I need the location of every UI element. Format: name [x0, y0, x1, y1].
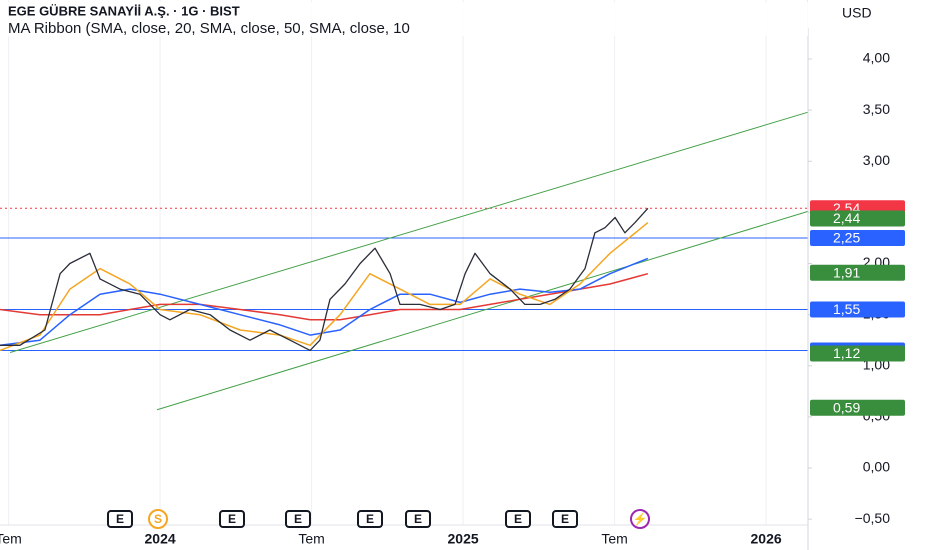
- series-line: [0, 222, 649, 352]
- event-label: E: [366, 512, 374, 526]
- x-tick-label: Tem: [298, 531, 324, 547]
- price-badge: [810, 345, 905, 362]
- event-icon: [285, 510, 311, 528]
- y-tick-label: −0,50: [855, 510, 891, 526]
- price-badge-label: 0,59: [833, 399, 860, 415]
- y-tick-label: 4,00: [863, 50, 890, 66]
- price-badge-label: 1,91: [833, 264, 860, 280]
- event-icon: [148, 509, 168, 529]
- event-icon: [505, 510, 531, 528]
- price-badge-label: 2,25: [833, 230, 860, 246]
- event-icon: [630, 509, 650, 529]
- y-tick-label: 3,00: [863, 152, 890, 168]
- event-icon: [552, 510, 578, 528]
- series-line: [0, 257, 649, 347]
- event-icon: [357, 510, 383, 528]
- x-tick-label: 2024: [145, 531, 176, 547]
- currency-bg: [808, 0, 932, 28]
- axes: Tem2024Tem2025Tem2026−0,500,000,501,001,…: [0, 50, 905, 547]
- plot: [0, 111, 809, 411]
- price-badge-label: 1,55: [833, 301, 860, 317]
- series-line: [0, 272, 649, 321]
- chart-title: EGE GÜBRE SANAYİİ A.Ş. · 1G · BIST: [8, 3, 240, 18]
- trend-line: [9, 111, 809, 353]
- event-label: E: [561, 512, 569, 526]
- currency[interactable]: USD: [842, 5, 872, 21]
- event-icon: [405, 510, 431, 528]
- price-badge-label: 2,44: [833, 210, 860, 226]
- x-tick-label: Tem: [601, 531, 627, 547]
- legend-bg: [0, 2, 808, 36]
- y-tick-label: 3,50: [863, 101, 890, 117]
- price-badge-label: 1,12: [833, 345, 860, 361]
- price-badge: [810, 229, 905, 246]
- price-badge: [810, 264, 905, 281]
- event-label: E: [514, 512, 522, 526]
- x-tick-label: 2025: [448, 531, 479, 547]
- event-label: E: [228, 512, 236, 526]
- x-tick-label: 2026: [751, 531, 782, 547]
- indicator-legend: MA Ribbon (SMA, close, 20, SMA, close, 5…: [8, 20, 410, 37]
- event-label: E: [414, 512, 422, 526]
- y-tick-label: 0,00: [863, 459, 890, 475]
- event-label: S: [154, 512, 162, 526]
- series-line: [0, 207, 649, 352]
- event-label: ⚡: [633, 512, 648, 526]
- event-icon: [107, 510, 133, 528]
- grid: [8, 0, 767, 525]
- x-tick-label: Tem: [0, 531, 22, 547]
- price-badge: [810, 210, 905, 227]
- price-badge: [810, 399, 905, 416]
- price-badge: [810, 301, 905, 318]
- event-label: E: [116, 512, 124, 526]
- event-icon: [219, 510, 245, 528]
- event-label: E: [294, 512, 302, 526]
- trend-line: [156, 210, 809, 411]
